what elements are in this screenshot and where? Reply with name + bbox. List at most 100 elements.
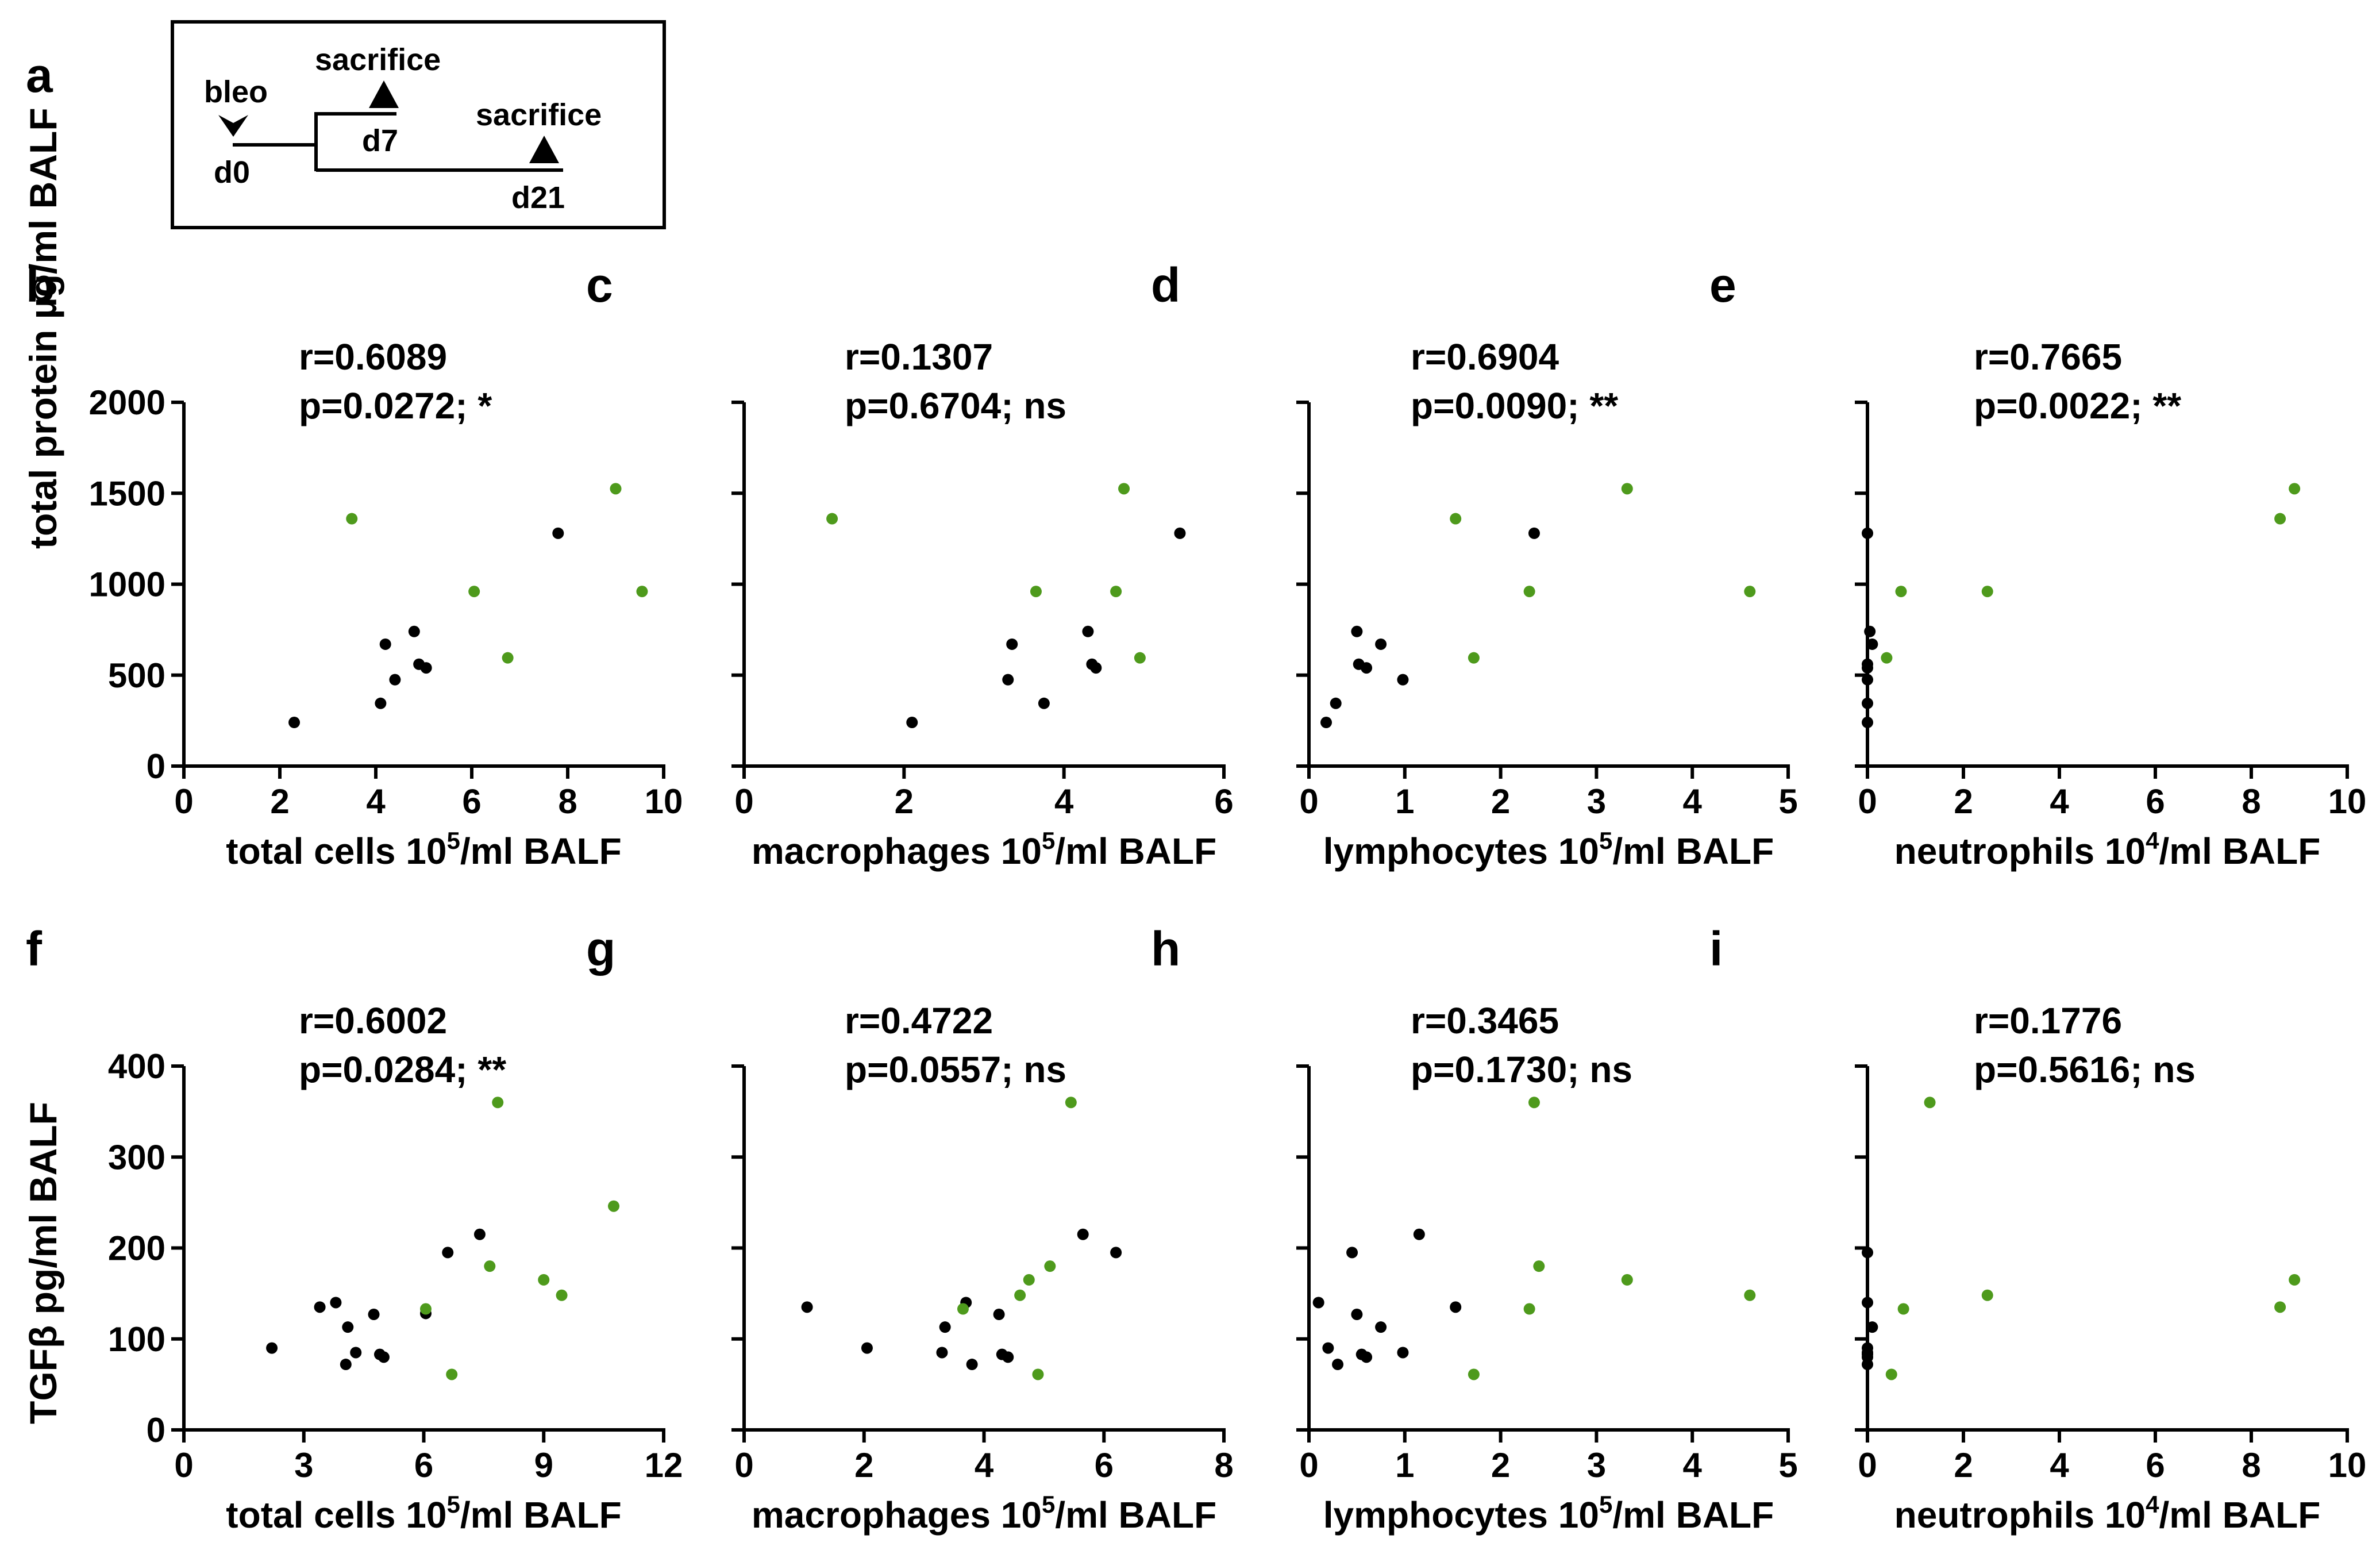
x-tick-label-c: 0 xyxy=(734,782,753,821)
data-point-d7-g xyxy=(1077,1228,1089,1240)
data-point-d21-b xyxy=(502,652,514,664)
x-tick-label-g: 4 xyxy=(975,1446,994,1484)
y-axis-label-tgfb: TGFβ pg/ml BALF xyxy=(22,1102,64,1424)
data-point-d21-b xyxy=(346,513,358,525)
panel-letter-g: g xyxy=(586,922,615,976)
data-point-d21-d xyxy=(1450,513,1462,525)
data-point-d21-e xyxy=(1895,586,1907,598)
r-value-c: r=0.1307 xyxy=(845,336,993,378)
data-point-d7-d xyxy=(1361,662,1373,674)
data-point-d7-f xyxy=(368,1309,380,1321)
data-point-d7-h xyxy=(1322,1342,1334,1354)
x-axis-label-text: macrophages 10 xyxy=(752,830,1042,872)
data-point-d7-e xyxy=(1862,717,1873,729)
data-point-d7-g xyxy=(936,1347,948,1359)
x-tick-label-h: 4 xyxy=(1683,1446,1703,1484)
p-value-f: p=0.0284; ** xyxy=(299,1049,506,1090)
x-tick-label-b: 2 xyxy=(270,782,289,821)
data-point-d21-e xyxy=(1981,586,1993,598)
x-tick-label-i: 10 xyxy=(2328,1446,2367,1484)
y-tick-label-b: 500 xyxy=(108,656,165,695)
data-point-d21-d xyxy=(1523,586,1535,598)
r-value-i: r=0.1776 xyxy=(1974,1000,2122,1041)
data-point-d21-f xyxy=(492,1097,504,1109)
x-tick-label-b: 8 xyxy=(558,782,577,821)
data-point-d7-e xyxy=(1862,527,1873,539)
data-point-d7-f xyxy=(330,1297,342,1309)
x-tick-label-c: 4 xyxy=(1054,782,1074,821)
y-tick-label-b: 2000 xyxy=(89,383,165,422)
data-point-d21-b xyxy=(610,483,622,495)
r-value-h: r=0.3465 xyxy=(1411,1000,1559,1041)
sacrifice-label-d7: sacrifice xyxy=(315,43,441,77)
p-value-g: p=0.0557; ns xyxy=(845,1049,1066,1090)
panel-letter-h: h xyxy=(1151,922,1180,976)
x-tick-label-e: 0 xyxy=(1858,782,1877,821)
panel-letter-e: e xyxy=(1709,258,1736,312)
data-point-d7-g xyxy=(993,1309,1005,1321)
x-tick-label-i: 4 xyxy=(2050,1446,2069,1484)
x-axis-label-unit: /ml BALF xyxy=(2159,1494,2320,1536)
data-point-d7-h xyxy=(1397,1347,1409,1359)
x-tick-label-d: 2 xyxy=(1491,782,1510,821)
x-tick-label-b: 4 xyxy=(366,782,386,821)
x-tick-label-g: 2 xyxy=(854,1446,873,1484)
data-point-d7-g xyxy=(1002,1351,1014,1363)
x-axis-label-i: neutrophils 104/ml BALF xyxy=(1894,1491,2321,1536)
data-point-d21-g xyxy=(1032,1368,1044,1380)
x-tick-label-h: 5 xyxy=(1778,1446,1797,1484)
p-value-e: p=0.0022; ** xyxy=(1974,385,2181,426)
data-point-d21-f xyxy=(484,1260,496,1272)
sacrifice-d21-triangle-icon xyxy=(529,136,559,163)
x-tick-label-c: 2 xyxy=(895,782,914,821)
data-point-d7-h xyxy=(1361,1351,1373,1363)
d0-label: d0 xyxy=(214,155,250,190)
x-axis-label-text: neutrophils 10 xyxy=(1894,830,2146,872)
x-tick-label-f: 9 xyxy=(534,1446,553,1484)
data-point-d7-c xyxy=(1002,674,1014,686)
data-point-d21-g xyxy=(1044,1260,1056,1272)
data-point-d7-c xyxy=(1038,697,1050,709)
timeline-frame xyxy=(171,20,666,229)
data-point-d7-i xyxy=(1862,1247,1873,1259)
p-value-h: p=0.1730; ns xyxy=(1411,1049,1632,1090)
d7-label: d7 xyxy=(362,124,398,158)
y-tick-label-f: 200 xyxy=(108,1229,165,1268)
data-point-d7-i xyxy=(1862,1359,1873,1371)
data-point-d7-h xyxy=(1375,1321,1387,1333)
y-tick-label-f: 0 xyxy=(147,1411,165,1449)
panel-g: g r=0.4722 p=0.0557; ns 0 2 4 6 8 macrophages 10… xyxy=(586,922,1234,1536)
data-point-d7-b xyxy=(552,527,564,539)
x-tick-label-i: 8 xyxy=(2242,1446,2260,1484)
x-tick-label-f: 12 xyxy=(645,1446,683,1484)
data-point-d21-h xyxy=(1744,1289,1756,1301)
data-point-d7-e xyxy=(1862,697,1873,709)
x-axis-label-text: lymphocytes 10 xyxy=(1323,830,1599,872)
data-point-d21-b xyxy=(468,586,480,598)
y-tick-label-f: 400 xyxy=(108,1047,165,1086)
data-point-d7-h xyxy=(1346,1247,1358,1259)
sacrifice-d7-triangle-icon xyxy=(369,80,399,108)
data-point-d21-c xyxy=(1134,652,1146,664)
p-value-c: p=0.6704; ns xyxy=(845,385,1066,426)
data-point-d21-b xyxy=(636,586,648,598)
data-point-d21-g xyxy=(957,1303,969,1315)
x-axis-label-unit: /ml BALF xyxy=(1055,1494,1216,1536)
panel-letter-c: c xyxy=(586,258,613,312)
data-point-d21-i xyxy=(2274,1301,2286,1313)
y-axis-label-total-protein: total protein µg/ml BALF xyxy=(22,107,64,549)
data-point-d21-e xyxy=(2274,513,2286,525)
data-point-d7-d xyxy=(1320,717,1333,729)
data-point-d21-e xyxy=(2289,483,2301,495)
x-axis-label-text: total cells 10 xyxy=(226,1494,446,1536)
bleo-label: bleo xyxy=(204,75,268,109)
x-axis-label-exponent: 5 xyxy=(1042,827,1055,854)
x-axis-label-exponent: 5 xyxy=(446,1491,460,1518)
x-tick-label-d: 3 xyxy=(1587,782,1606,821)
data-point-d21-h xyxy=(1621,1274,1633,1286)
data-point-d7-h xyxy=(1450,1301,1462,1313)
x-axis-label-unit: /ml BALF xyxy=(2159,830,2320,872)
x-axis-label-f: total cells 105/ml BALF xyxy=(226,1491,621,1536)
x-tick-label-i: 0 xyxy=(1858,1446,1877,1484)
